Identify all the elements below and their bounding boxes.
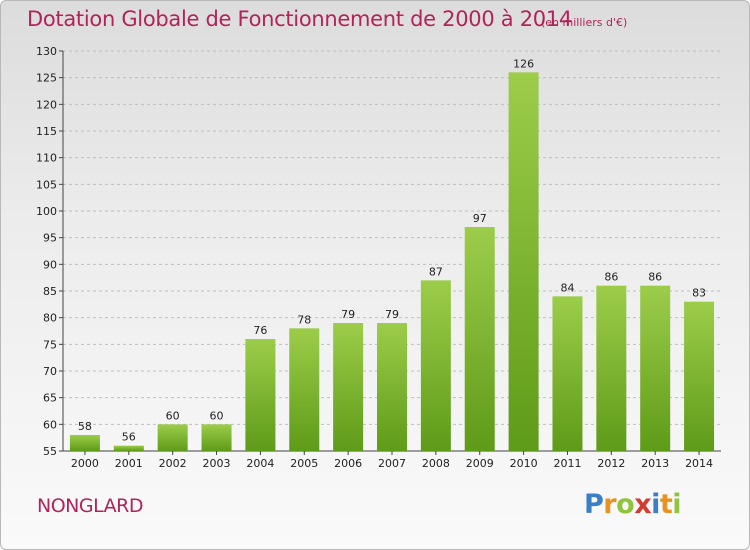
x-tick-label-2010: 2010 <box>510 457 538 470</box>
value-label-2010: 126 <box>513 57 534 70</box>
x-tick-label-2002: 2002 <box>159 457 187 470</box>
value-label-2013: 86 <box>648 271 662 284</box>
value-label-2014: 83 <box>692 287 706 300</box>
value-label-2001: 56 <box>122 431 136 444</box>
axes: 55 60 65 70 75 80 85 90 95 100 105 110 115 120 125 130 2… <box>36 45 721 470</box>
x-tick-label-2008: 2008 <box>422 457 450 470</box>
chart-unit: (en milliers d'€) <box>541 16 628 29</box>
value-label-2004: 76 <box>253 324 267 337</box>
x-tick-label-2011: 2011 <box>553 457 581 470</box>
bar-2002 <box>157 424 188 451</box>
x-tick-label-2014: 2014 <box>685 457 713 470</box>
y-tick-label: 95 <box>43 232 57 245</box>
x-tick-label-2004: 2004 <box>246 457 274 470</box>
y-tick-label: 80 <box>43 312 57 325</box>
x-tick-label-2012: 2012 <box>597 457 625 470</box>
bar-2000 <box>69 435 100 451</box>
value-label-2011: 84 <box>560 281 574 294</box>
bar-2012 <box>596 285 627 451</box>
bar-2005 <box>289 328 320 451</box>
y-tick-label: 85 <box>43 285 57 298</box>
bar-2009 <box>464 227 495 451</box>
x-tick-label-2001: 2001 <box>115 457 143 470</box>
bar-2014 <box>684 301 715 451</box>
value-label-2006: 79 <box>341 308 355 321</box>
y-tick-label: 65 <box>43 392 57 405</box>
y-tick-label: 60 <box>43 418 57 431</box>
logo-letter: t <box>659 489 673 520</box>
bar-2004 <box>245 339 276 451</box>
commune-name: NONGLARD <box>37 495 143 517</box>
x-tick-label-2013: 2013 <box>641 457 669 470</box>
y-tick-label: 120 <box>36 98 57 111</box>
y-tick-label: 125 <box>36 72 57 85</box>
y-tick-label: 130 <box>36 45 57 58</box>
bar-2006 <box>333 323 364 451</box>
bar-2001 <box>113 445 144 451</box>
y-tick-label: 105 <box>36 178 57 191</box>
y-tick-label: 55 <box>43 445 57 458</box>
x-tick-label-2009: 2009 <box>466 457 494 470</box>
bar-2008 <box>420 280 451 451</box>
chart-title: Dotation Globale de Fonctionnement de 20… <box>27 7 572 31</box>
bar-2010 <box>508 72 539 451</box>
logo-letter: i <box>651 489 660 520</box>
bar-2011 <box>552 296 583 451</box>
value-label-2008: 87 <box>429 265 443 278</box>
value-label-2007: 79 <box>385 308 399 321</box>
value-label-2000: 58 <box>78 420 92 433</box>
logo-letter: x <box>634 489 652 520</box>
x-tick-label-2000: 2000 <box>71 457 99 470</box>
bar-2003 <box>201 424 232 451</box>
y-tick-label: 100 <box>36 205 57 218</box>
bar-2007 <box>377 323 407 451</box>
x-tick-label-2005: 2005 <box>290 457 318 470</box>
logo-letter: P <box>584 489 604 520</box>
y-tick-label: 70 <box>43 365 57 378</box>
value-labels: 58 56 60 60 76 78 79 79 87 97 126 84 86 86 83 <box>78 57 706 443</box>
x-tick-label-2006: 2006 <box>334 457 362 470</box>
bars <box>69 72 715 451</box>
proxiti-logo[interactable]: Proxiti <box>584 489 682 520</box>
x-tick-label-2007: 2007 <box>378 457 406 470</box>
value-label-2012: 86 <box>604 271 618 284</box>
value-label-2003: 60 <box>210 409 224 422</box>
y-tick-label: 110 <box>36 152 57 165</box>
y-tick-label: 75 <box>43 338 57 351</box>
bar-2013 <box>640 285 671 451</box>
y-tick-label: 90 <box>43 258 57 271</box>
logo-letter: r <box>603 489 617 520</box>
value-label-2005: 78 <box>297 313 311 326</box>
value-label-2002: 60 <box>166 409 180 422</box>
logo-letter: i <box>672 489 682 520</box>
value-label-2009: 97 <box>473 212 487 225</box>
logo-letter: o <box>616 489 635 520</box>
y-tick-label: 115 <box>36 125 57 138</box>
x-tick-label-2003: 2003 <box>203 457 231 470</box>
